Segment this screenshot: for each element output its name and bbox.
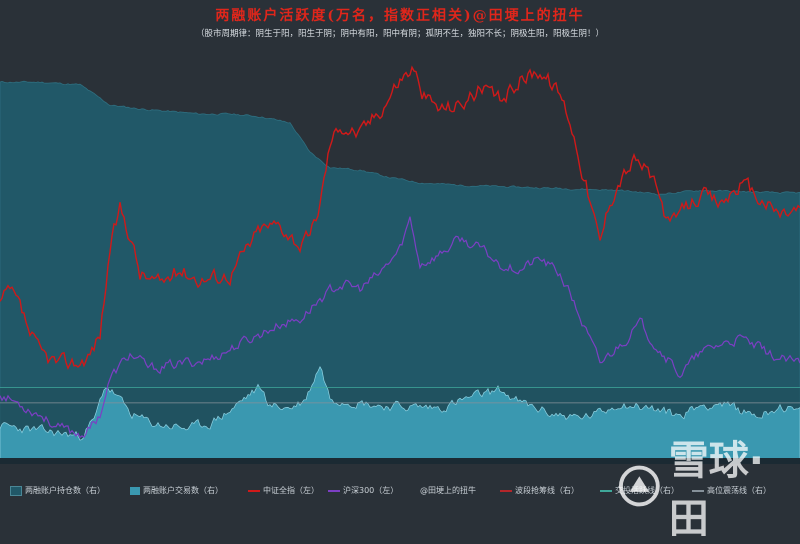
legend-label: 中证全指（左） bbox=[263, 486, 319, 495]
watermark-text: 雪球·田 bbox=[668, 438, 764, 542]
legend-label: 波段抢筹线（右） bbox=[515, 486, 579, 495]
csi-all-index-line bbox=[0, 65, 800, 371]
legend-label: @田埂上的扭牛 bbox=[420, 486, 476, 495]
legend-swatch bbox=[130, 486, 140, 495]
chart-plot-area bbox=[0, 44, 800, 464]
legend-label: 沪深300（左） bbox=[343, 486, 399, 495]
legend-item-author: @田埂上的扭牛 bbox=[420, 485, 476, 496]
legend-line bbox=[692, 489, 704, 492]
legend-swatch bbox=[10, 485, 22, 496]
legend-line bbox=[248, 489, 260, 492]
legend-item-high: 高位震荡线（右） bbox=[692, 485, 771, 496]
legend-label: 高位震荡线（右） bbox=[707, 486, 771, 495]
chart-title: 两融账户活跃度(万名，指数正相关)@田埂上的扭牛 bbox=[215, 8, 585, 24]
chart-subtitle: （股市周期律：阴生于阳，阳生于阴；阴中有阳，阳中有阴；孤阴不生，独阳不长；阴极生… bbox=[195, 29, 604, 39]
legend-line bbox=[600, 489, 612, 492]
x-axis-strip bbox=[0, 458, 800, 464]
snowball-logo-icon bbox=[618, 465, 660, 507]
legend-label: 两融账户持仓数（右） bbox=[25, 486, 105, 495]
legend-line bbox=[500, 489, 512, 492]
holding-accounts-area bbox=[0, 80, 800, 464]
legend-label: 两融账户交易数（右） bbox=[143, 486, 223, 495]
trading-accounts-area bbox=[0, 366, 800, 464]
snowball-watermark: 雪球·田 bbox=[618, 428, 800, 544]
legend-line bbox=[328, 489, 340, 492]
legend-item-trading: 两融账户交易数（右） bbox=[130, 485, 223, 496]
legend-item-band: 波段抢筹线（右） bbox=[500, 485, 579, 496]
hs300-line bbox=[0, 216, 800, 439]
legend-item-hs300: 沪深300（左） bbox=[328, 485, 398, 496]
legend-item-csi: 中证全指（左） bbox=[248, 485, 319, 496]
legend-item-holding: 两融账户持仓数（右） bbox=[10, 485, 105, 496]
